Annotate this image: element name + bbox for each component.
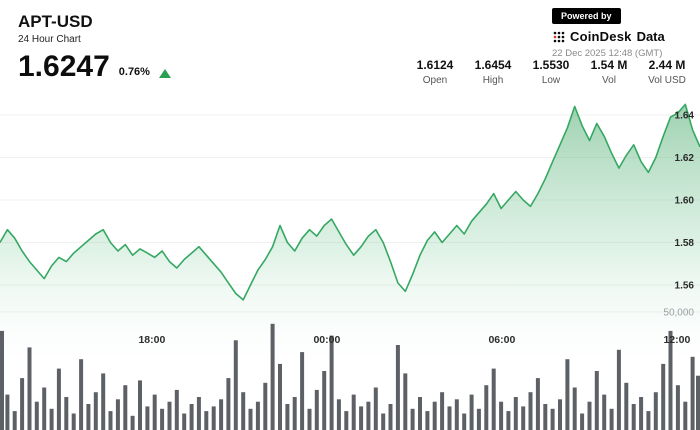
stat-low: 1.5530 Low — [530, 58, 572, 86]
svg-text:1.60: 1.60 — [675, 196, 695, 207]
symbol-title: APT-USD — [18, 12, 93, 31]
svg-text:12:00: 12:00 — [663, 334, 690, 346]
brand-name-2: Data — [636, 29, 665, 44]
change-percent: 0.76% — [118, 66, 150, 78]
stat-vol-usd: 2.44 M Vol USD — [646, 58, 688, 86]
price-row: 1.6247 0.76% — [18, 52, 171, 82]
stat-value: 1.54 M — [590, 58, 628, 72]
stat-vol: 1.54 M Vol — [588, 58, 630, 86]
coindesk-logo-icon — [552, 30, 566, 44]
svg-text:1.62: 1.62 — [675, 153, 695, 164]
price-volume-chart-svg: 1.64 1.62 1.60 1.58 1.56 50,000 18:00 00:00 06:0… — [0, 103, 700, 430]
current-price: 1.6247 — [18, 50, 110, 83]
svg-text:00:00: 00:00 — [313, 334, 340, 346]
stat-label: Vol USD — [648, 75, 686, 86]
svg-text:1.58: 1.58 — [675, 238, 695, 249]
brand-column: Powered by CoinDesk Data — [552, 6, 692, 59]
chart-subtitle: 24 Hour Chart — [18, 34, 81, 45]
stat-value: 2.44 M — [648, 58, 686, 72]
stat-high: 1.6454 High — [472, 58, 514, 86]
brand-name: CoinDesk — [570, 29, 632, 44]
stat-value: 1.6454 — [474, 58, 512, 72]
stat-open: 1.6124 Open — [414, 58, 456, 86]
stat-label: Low — [541, 75, 561, 86]
chart-area[interactable]: 1.64 1.62 1.60 1.58 1.56 50,000 18:00 00:00 06:0… — [0, 100, 700, 430]
svg-text:50,000: 50,000 — [663, 308, 694, 319]
svg-text:06:00: 06:00 — [488, 334, 515, 346]
stat-label: Vol — [602, 75, 616, 86]
powered-by-badge: Powered by — [552, 8, 621, 24]
up-triangle-icon — [158, 69, 171, 78]
svg-text:1.56: 1.56 — [675, 281, 695, 292]
svg-text:1.64: 1.64 — [675, 111, 695, 122]
stats-row: 1.6124 Open 1.6454 High 1.5530 Low 1.54 … — [414, 58, 688, 86]
header: APT-USD 24 Hour Chart 1.6247 0.76% Power… — [0, 0, 700, 100]
brand-row[interactable]: CoinDesk Data — [552, 29, 692, 44]
stat-label: Open — [422, 75, 448, 86]
timestamp: 22 Dec 2025 12:48 (GMT) — [552, 48, 663, 59]
stat-label: High — [482, 75, 504, 86]
stat-value: 1.6124 — [416, 58, 454, 72]
svg-text:18:00: 18:00 — [138, 334, 165, 346]
stat-value: 1.5530 — [532, 58, 570, 72]
